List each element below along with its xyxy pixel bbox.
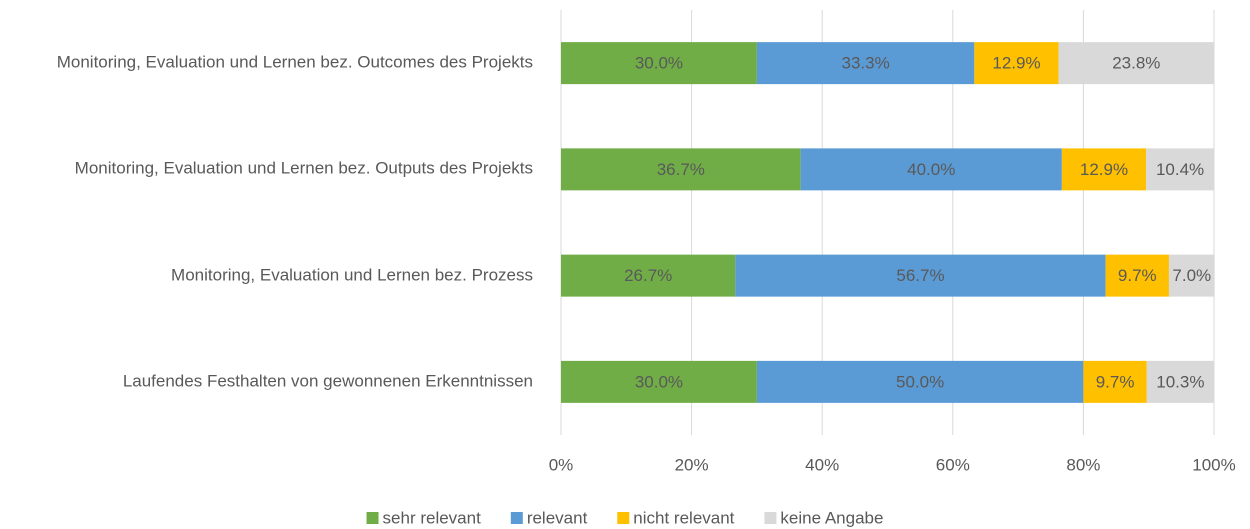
data-label: 30.0% [635, 54, 683, 73]
bar-segment [735, 254, 1106, 297]
category-label-box: Monitoring, Evaluation und Lernen bez. O… [3, 158, 533, 181]
x-tick-label: 20% [675, 455, 709, 474]
data-label: 12.9% [1080, 160, 1128, 179]
data-label: 36.7% [657, 160, 705, 179]
data-label: 12.9% [992, 54, 1040, 73]
legend-swatch [764, 512, 777, 524]
bar-segment [1168, 254, 1215, 297]
legend-swatch [510, 512, 523, 524]
bar-segment [1083, 360, 1147, 403]
data-label: 26.7% [624, 266, 672, 285]
data-label: 30.0% [635, 372, 683, 391]
data-label: 56.7% [896, 266, 944, 285]
x-tick-label: 0% [549, 455, 574, 474]
legend-label: sehr relevant [383, 508, 482, 527]
bar-segment [1146, 360, 1214, 403]
data-label: 10.4% [1156, 160, 1204, 179]
x-tick-label: 60% [936, 455, 970, 474]
bar-segment [1105, 254, 1169, 297]
data-label: 33.3% [842, 54, 890, 73]
data-label: 50.0% [896, 372, 944, 391]
bar-segment [561, 148, 801, 191]
bar-segment [756, 360, 1084, 403]
bar-segment [1058, 42, 1214, 85]
legend-swatch [617, 512, 630, 524]
category-label: Monitoring, Evaluation und Lernen bez. O… [56, 52, 533, 72]
bar-segment [1061, 148, 1147, 191]
data-label: 10.3% [1156, 372, 1204, 391]
data-label: 9.7% [1096, 372, 1135, 391]
bar-segment [561, 360, 757, 403]
category-label-box: Laufendes Festhalten von gewonnenen Erke… [3, 370, 533, 393]
bar-segment [561, 42, 757, 85]
x-tick-label: 40% [805, 455, 839, 474]
category-label: Laufendes Festhalten von gewonnenen Erke… [122, 371, 533, 391]
category-label: Monitoring, Evaluation und Lernen bez. P… [171, 265, 533, 285]
legend-swatch [366, 512, 379, 524]
bar-segment [1146, 148, 1214, 191]
bar-segment [800, 148, 1062, 191]
data-label: 7.0% [1172, 266, 1211, 285]
bar-segment [756, 42, 975, 85]
category-label-box: Monitoring, Evaluation und Lernen bez. O… [3, 52, 533, 75]
x-tick-label: 100% [1192, 455, 1235, 474]
data-label: 40.0% [907, 160, 955, 179]
data-label: 23.8% [1112, 54, 1160, 73]
category-label-box: Monitoring, Evaluation und Lernen bez. P… [3, 264, 533, 287]
bar-segment [974, 42, 1059, 85]
x-tick-label: 80% [1066, 455, 1100, 474]
legend-label: keine Angabe [780, 508, 883, 527]
legend-label: nicht relevant [633, 508, 734, 527]
data-label: 9.7% [1118, 266, 1157, 285]
legend-label: relevant [527, 508, 588, 527]
category-label: Monitoring, Evaluation und Lernen bez. O… [74, 158, 533, 178]
bar-segment [561, 254, 736, 297]
